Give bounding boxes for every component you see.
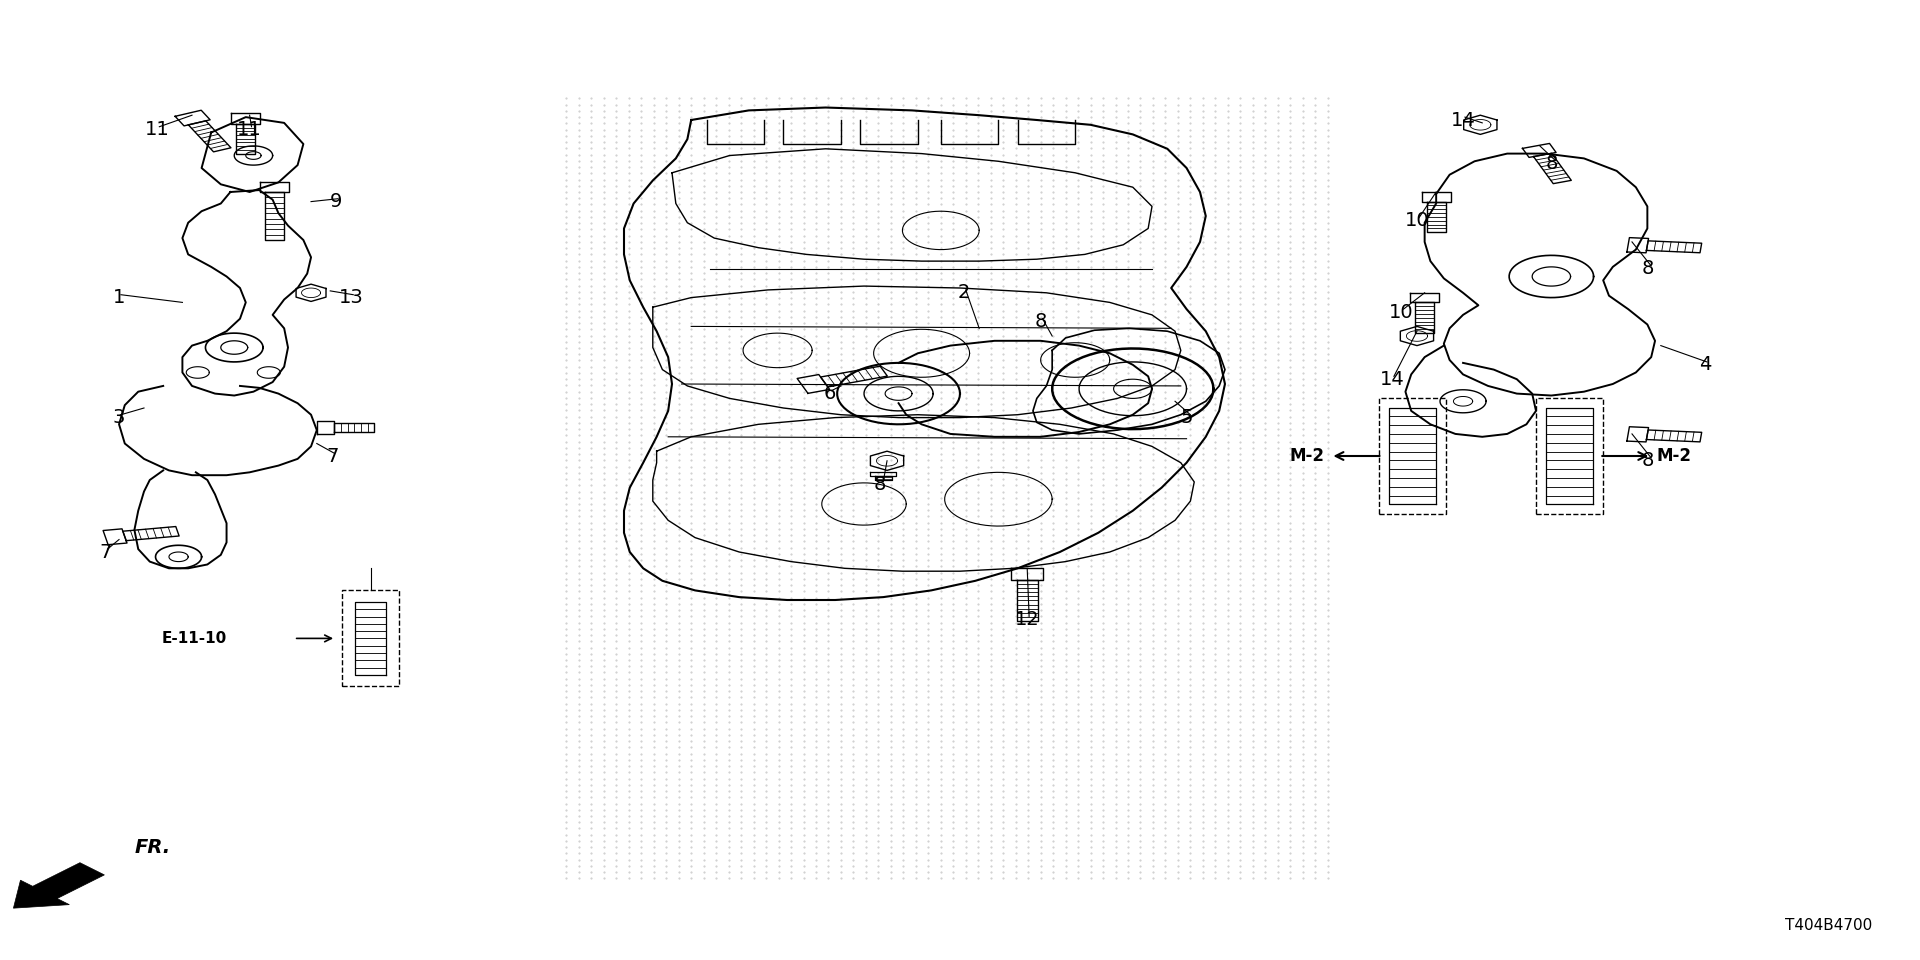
- Text: 12: 12: [1016, 610, 1039, 629]
- Text: 9: 9: [330, 192, 342, 211]
- Text: 8: 8: [1035, 312, 1046, 331]
- Text: 3: 3: [113, 408, 125, 427]
- Text: 8: 8: [1642, 451, 1653, 470]
- Text: M-2: M-2: [1290, 447, 1325, 465]
- Text: M-2: M-2: [1657, 447, 1692, 465]
- Text: T404B4700: T404B4700: [1786, 918, 1872, 933]
- Polygon shape: [13, 863, 104, 908]
- Text: 2: 2: [958, 283, 970, 302]
- Text: E-11-10: E-11-10: [161, 631, 227, 646]
- Text: 6: 6: [824, 384, 835, 403]
- Bar: [1536, 398, 1603, 514]
- Text: FR.: FR.: [134, 838, 171, 857]
- Text: 10: 10: [1390, 302, 1413, 322]
- Bar: [1379, 398, 1446, 514]
- Bar: [342, 590, 399, 686]
- Text: 11: 11: [146, 120, 169, 139]
- Text: 8: 8: [1546, 154, 1557, 173]
- Text: 7: 7: [100, 542, 111, 562]
- Text: 5: 5: [1181, 408, 1192, 427]
- Text: 8: 8: [874, 475, 885, 494]
- Text: 11: 11: [238, 120, 261, 139]
- Text: 10: 10: [1405, 211, 1428, 230]
- Text: 14: 14: [1452, 110, 1475, 130]
- Text: 4: 4: [1699, 355, 1711, 374]
- Text: 14: 14: [1380, 370, 1404, 389]
- Text: 1: 1: [113, 288, 125, 307]
- Text: 13: 13: [340, 288, 363, 307]
- Text: 8: 8: [1642, 259, 1653, 278]
- Text: 7: 7: [326, 446, 338, 466]
